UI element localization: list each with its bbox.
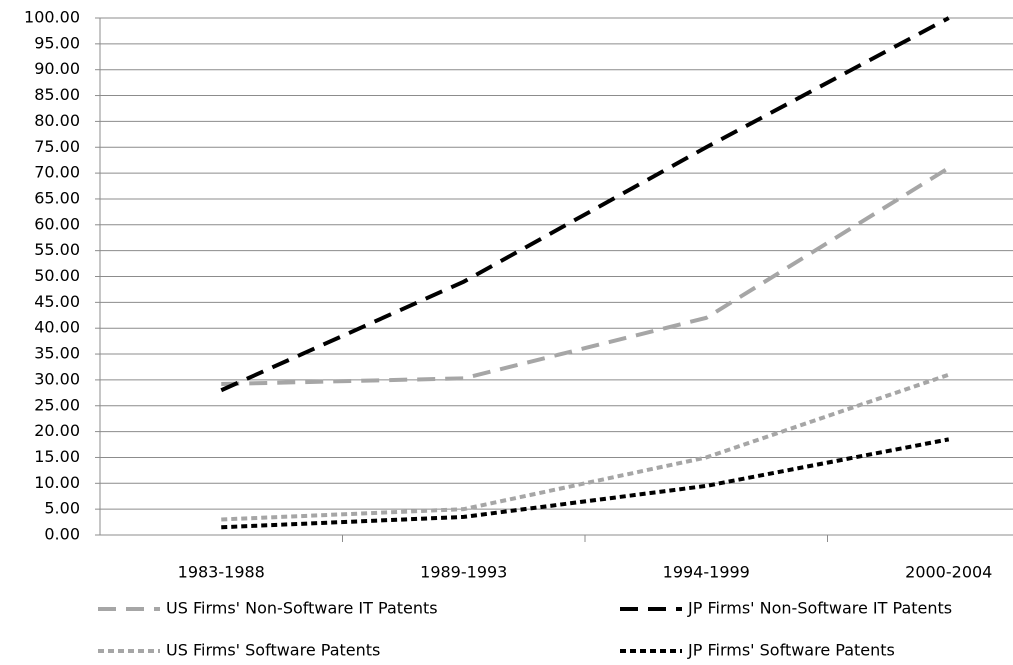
- y-tick-label: 35.00: [34, 344, 80, 363]
- x-tick-label: 1983-1988: [178, 563, 265, 582]
- y-tick-label: 60.00: [34, 214, 80, 233]
- y-tick-label: 45.00: [34, 292, 80, 311]
- y-tick-label: 55.00: [34, 240, 80, 259]
- series-line: [221, 372, 950, 522]
- y-tick-label: 50.00: [34, 266, 80, 285]
- y-tick-label: 65.00: [34, 188, 80, 207]
- y-tick-label: 95.00: [34, 33, 80, 52]
- y-tick-label: 80.00: [34, 111, 80, 130]
- y-tick-label: 5.00: [44, 499, 80, 518]
- series-line: [221, 437, 950, 530]
- legend-label: US Firms' Non-Software IT Patents: [166, 599, 438, 618]
- y-tick-label: 25.00: [34, 395, 80, 414]
- y-tick-label: 30.00: [34, 369, 80, 388]
- y-tick-label: 90.00: [34, 59, 80, 78]
- y-tick-label: 15.00: [34, 447, 80, 466]
- y-tick-label: 40.00: [34, 318, 80, 337]
- x-tick-label: 1989-1993: [420, 563, 507, 582]
- y-tick-label: 85.00: [34, 85, 80, 104]
- series-line: [221, 166, 950, 387]
- x-tick-label: 2000-2004: [905, 563, 992, 582]
- series-line: [220, 16, 950, 393]
- legend-label: US Firms' Software Patents: [166, 641, 380, 660]
- x-tick-label: 1994-1999: [663, 563, 750, 582]
- legend-label: JP Firms' Non-Software IT Patents: [687, 599, 952, 618]
- y-tick-label: 10.00: [34, 473, 80, 492]
- legend-label: JP Firms' Software Patents: [687, 641, 895, 660]
- y-tick-label: 20.00: [34, 421, 80, 440]
- y-tick-label: 0.00: [44, 525, 80, 544]
- y-tick-label: 75.00: [34, 137, 80, 156]
- y-tick-label: 100.00: [24, 8, 80, 27]
- y-tick-label: 70.00: [34, 163, 80, 182]
